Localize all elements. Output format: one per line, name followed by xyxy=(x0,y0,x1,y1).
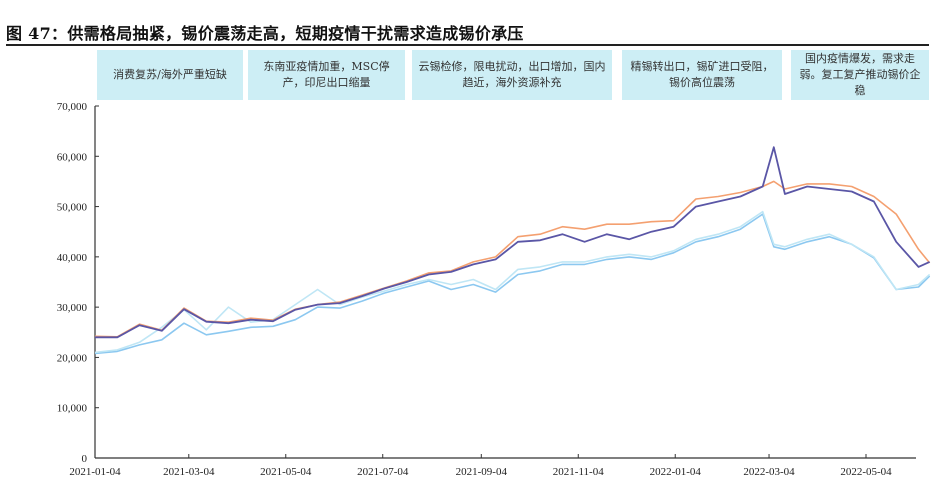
title-divider xyxy=(6,44,929,46)
x-tick-label: 2021-09-04 xyxy=(456,466,508,478)
annotation-box-4: 精锡转出口，锡矿进口受阻，锡价高位震荡 xyxy=(622,50,782,100)
annotation-box-5: 国内疫情爆发，需求走弱。复工复产推动锡价企稳 xyxy=(791,50,929,100)
series-skyblue-line xyxy=(94,213,931,355)
y-tick-label: 40,000 xyxy=(57,252,88,264)
annotation-box-2: 东南亚疫情加重，MSC停产，印尼出口缩量 xyxy=(248,50,405,100)
x-axis: 2021-01-04 2021-03-04 2021-05-04 2021-07-04… xyxy=(69,454,916,478)
x-tick-label: 2021-03-04 xyxy=(163,466,215,478)
series-lines xyxy=(94,146,931,355)
x-tick-label: 2021-05-04 xyxy=(260,466,312,478)
x-tick-label: 2022-01-04 xyxy=(650,466,702,478)
x-tick-label: 2021-01-04 xyxy=(69,466,121,478)
y-tick-label: 0 xyxy=(82,453,88,465)
x-tick-label: 2021-11-04 xyxy=(553,466,604,478)
series-orange-line xyxy=(94,180,931,338)
y-tick-label: 30,000 xyxy=(57,302,88,314)
chart-title: 图 47：供需格局抽紧，锡价震荡走高，短期疫情干扰需求造成锡价承压 xyxy=(6,24,524,43)
series-lightblue-line xyxy=(94,210,931,354)
y-tick-label: 20,000 xyxy=(57,352,88,364)
y-axis: 0 10,000 20,000 30,000 40,000 50,000 60,000 70,… xyxy=(57,101,99,465)
y-tick-label: 10,000 xyxy=(57,403,88,415)
y-tick-label: 50,000 xyxy=(57,202,88,214)
x-tick-label: 2022-05-04 xyxy=(840,466,892,478)
annotation-box-1: 消费复苏/海外严重短缺 xyxy=(97,50,243,100)
y-tick-label: 60,000 xyxy=(57,151,88,163)
x-tick-label: 2022-03-04 xyxy=(743,466,795,478)
y-tick-label: 70,000 xyxy=(57,101,88,113)
x-tick-label: 2021-07-04 xyxy=(357,466,409,478)
series-navy-line xyxy=(95,146,930,339)
annotation-box-3: 云锡检修，限电扰动，出口增加，国内趋近，海外资源补充 xyxy=(412,50,612,100)
